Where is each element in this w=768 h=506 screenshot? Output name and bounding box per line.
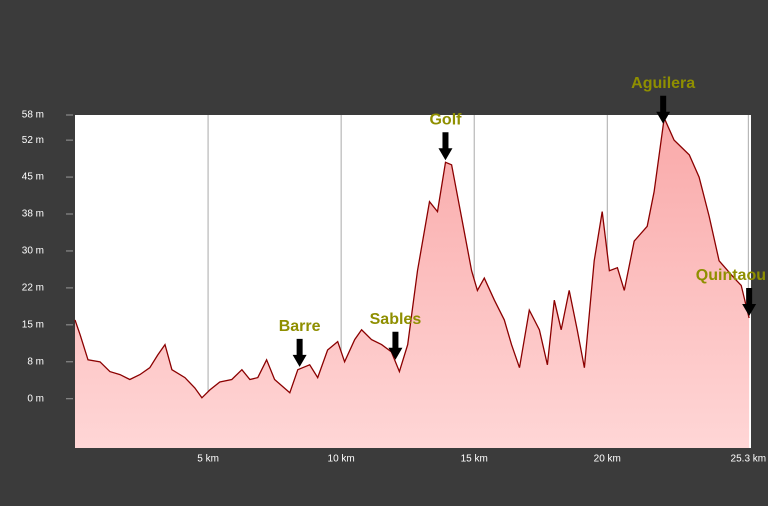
x-tick-label: 10 km [328,454,355,465]
annotation-label: Golf [429,112,462,129]
y-tick-label: 38 m [22,209,44,220]
y-tick-label: 8 m [27,356,44,367]
y-tick-label: 0 m [27,393,44,404]
annotation-arrow [292,338,307,367]
y-tick-label: 22 m [22,283,44,294]
y-tick-label: 45 m [22,172,44,183]
y-tick-label: 15 m [22,319,44,330]
annotation-label: Quintaou [696,267,766,284]
annotation-arrow [656,95,671,124]
annotation-arrow [438,132,453,161]
y-tick-label: 30 m [22,246,44,257]
annotation-label: Sables [370,311,422,328]
x-tick-label: 15 km [461,454,488,465]
x-tick-label: 20 km [594,454,621,465]
annotation-label: Aguilera [631,75,695,92]
x-tick-label: 25.3 km [731,454,767,465]
area-fill [75,118,750,448]
y-tick-label: 52 m [22,135,44,146]
y-tick-label: 58 m [22,110,44,121]
annotation-arrow [388,331,403,360]
elevation-line [74,115,750,399]
annotation-arrow [742,287,757,316]
annotation-label: Barre [279,318,321,335]
x-tick-label: 5 km [197,454,219,465]
